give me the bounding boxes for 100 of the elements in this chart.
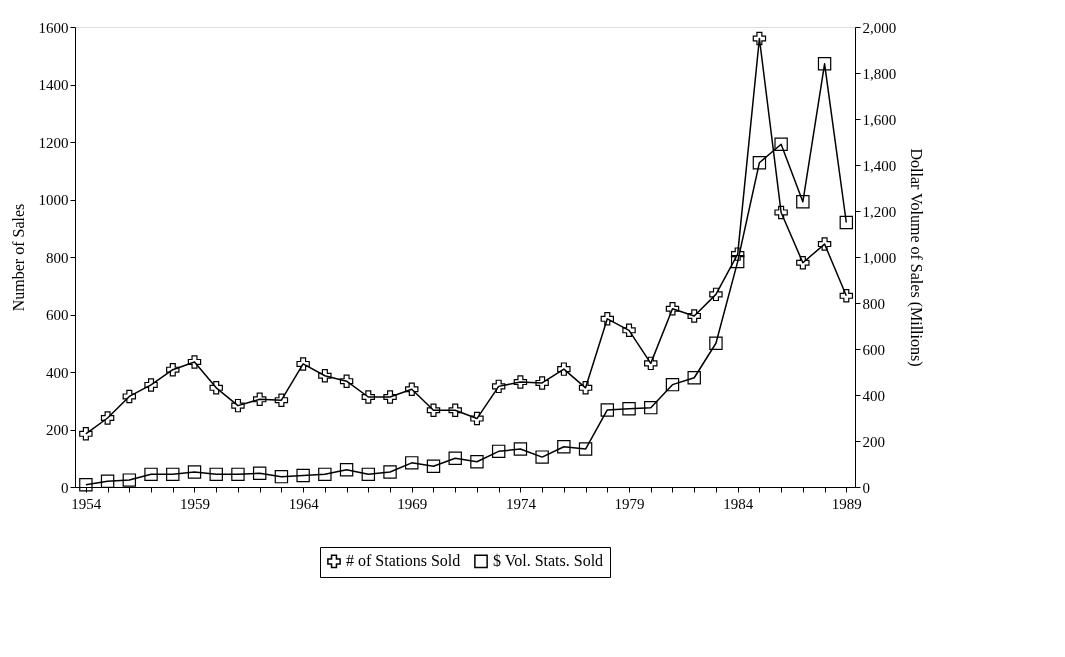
point	[166, 467, 180, 482]
point	[426, 403, 441, 417]
point	[361, 390, 376, 404]
legend-label: # of Stations Sold	[346, 552, 461, 570]
point	[144, 378, 158, 392]
x-tick-label: 1964	[288, 495, 320, 512]
point	[122, 389, 137, 404]
point	[817, 237, 832, 251]
point	[644, 356, 658, 371]
point	[79, 427, 93, 441]
point	[578, 381, 593, 395]
point	[752, 31, 767, 46]
point	[513, 375, 528, 389]
point	[839, 289, 854, 303]
y2-tick-label: 1,000	[862, 249, 897, 266]
point	[774, 137, 788, 152]
y2-axis-title: Dollar Volume of Sales (Millions)	[907, 148, 926, 367]
point	[600, 312, 615, 326]
y-axis-title: Number of Sales	[9, 203, 27, 312]
y2-tick-label: 400	[862, 387, 885, 404]
legend-label: $ Vol. Stats. Sold	[493, 552, 604, 570]
point	[100, 411, 115, 425]
y-tick-label: 600	[46, 307, 69, 323]
point	[231, 398, 245, 413]
y-tick-label: 200	[46, 422, 69, 438]
point	[383, 390, 397, 404]
y2-tick-label: 2,000	[862, 19, 897, 36]
y2-tick-label: 600	[862, 341, 885, 358]
point	[296, 468, 310, 483]
point	[513, 442, 528, 456]
point	[687, 309, 701, 323]
point	[709, 287, 723, 302]
point	[817, 57, 832, 71]
point	[209, 381, 223, 395]
point	[187, 465, 202, 479]
point	[122, 473, 137, 487]
point	[274, 469, 289, 484]
point	[535, 450, 549, 464]
point	[796, 195, 810, 209]
y-tick-label: 1000	[38, 192, 69, 208]
point	[166, 362, 180, 377]
x-tick-label: 1984	[723, 495, 754, 512]
x-tick-label: 1989	[831, 495, 862, 512]
point	[361, 467, 376, 482]
point	[79, 477, 93, 492]
point	[491, 379, 506, 394]
x-tick-label: 1954	[71, 495, 102, 512]
point	[622, 402, 636, 416]
y2-tick-label: 800	[862, 295, 885, 312]
point	[578, 442, 593, 456]
x-tick-label: 1974	[505, 495, 537, 512]
point	[774, 205, 788, 220]
point	[318, 467, 332, 482]
point	[231, 467, 245, 482]
y2-tick-label: 1,800	[862, 65, 897, 82]
point	[796, 256, 810, 270]
x-tick-label: 1969	[397, 495, 428, 512]
x-tick-label: 1979	[614, 495, 645, 512]
y-tick-label: 1200	[38, 134, 69, 151]
point	[100, 474, 115, 488]
point	[752, 155, 767, 170]
point	[600, 403, 615, 417]
point	[405, 382, 419, 396]
point	[448, 403, 462, 417]
point	[318, 369, 332, 383]
point	[665, 302, 680, 316]
y-tick-label: 1400	[38, 77, 69, 93]
point	[274, 393, 289, 407]
point	[730, 254, 745, 269]
point	[144, 467, 158, 482]
point	[426, 459, 441, 474]
point	[405, 456, 419, 470]
point	[383, 465, 397, 479]
y2-tick-label: 1,400	[862, 157, 897, 174]
y-tick-label: 400	[46, 364, 69, 381]
point	[470, 411, 484, 426]
point	[296, 357, 310, 371]
point	[470, 454, 484, 469]
point	[622, 323, 636, 338]
point	[491, 444, 506, 459]
point	[187, 355, 202, 369]
point	[839, 215, 854, 230]
point	[448, 451, 462, 465]
point	[644, 400, 658, 415]
point	[687, 371, 701, 385]
y-tick-label: 1600	[38, 19, 69, 36]
y-tick-label: 0	[61, 479, 69, 496]
point	[252, 392, 267, 407]
point	[535, 376, 549, 390]
point	[665, 377, 680, 392]
point	[730, 247, 745, 261]
point	[709, 336, 723, 350]
y2-tick-label: 200	[862, 433, 885, 450]
point	[339, 463, 354, 477]
x-tick-label: 1959	[180, 495, 210, 512]
point	[339, 374, 354, 388]
y2-tick-label: 1,200	[862, 203, 897, 220]
point	[252, 466, 267, 480]
y2-tick-label: 1,600	[862, 111, 897, 128]
point	[209, 467, 223, 482]
